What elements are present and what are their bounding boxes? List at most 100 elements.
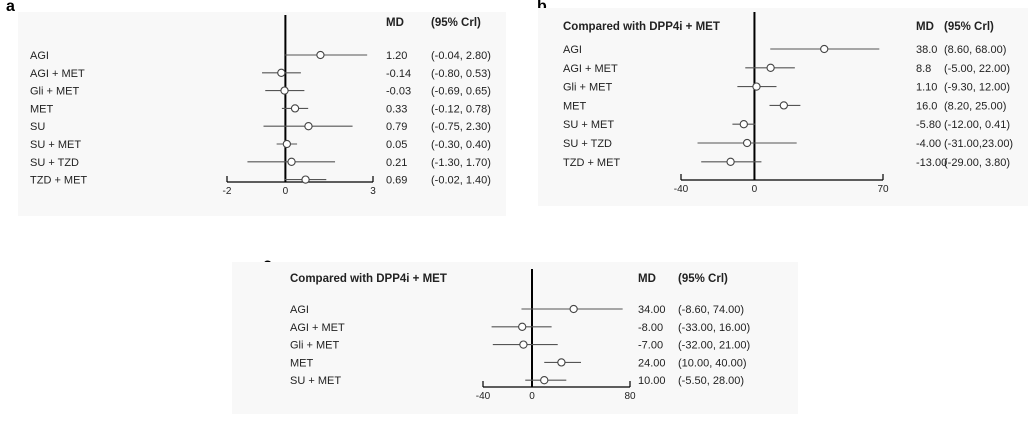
chart-a-point-2 <box>280 86 289 95</box>
chart-c-tick-label-1: 0 <box>529 391 535 402</box>
chart-b-row-label-6: TZD + MET <box>563 157 620 169</box>
chart-b-point-2 <box>752 82 761 91</box>
chart-b-point-1 <box>766 63 775 72</box>
chart-b-ci-value-0: (8.60, 68.00) <box>944 44 1006 56</box>
chart-b-md-value-4: -5.80 <box>916 119 941 131</box>
forest-plot-c: Compared with DPP4i + MET MD (95% Crl) -40 0… <box>232 262 798 414</box>
chart-b-point-6 <box>726 157 735 166</box>
chart-a-ci-value-6: (-1.30, 1.70) <box>431 157 491 169</box>
chart-c-md-value-2: -7.00 <box>638 340 663 352</box>
chart-b-row-label-2: Gli + MET <box>563 82 612 94</box>
chart-c-ci-value-0: (-8.60, 74.00) <box>678 304 744 316</box>
chart-c-row-label-4: SU + MET <box>290 375 341 387</box>
chart-b-md-value-3: 16.0 <box>916 100 937 112</box>
forest-plot-b-svg: Compared with DPP4i + MET MD (95% Crl) -40 0… <box>563 12 1013 195</box>
chart-b-md-value-1: 8.8 <box>916 63 931 75</box>
chart-b-row-label-0: AGI <box>563 44 582 56</box>
chart-a-row-label-4: SU <box>30 121 45 133</box>
chart-a-row-label-1: AGI + MET <box>30 68 85 80</box>
chart-a-md-value-7: 0.69 <box>386 175 407 187</box>
chart-a-ci-header: (95% Crl) <box>431 17 481 29</box>
panel-letter-a: a <box>6 0 15 15</box>
chart-b-md-value-5: -4.00 <box>916 138 941 150</box>
chart-a-row-label-7: TZD + MET <box>30 175 87 187</box>
chart-a-ci-value-7: (-0.02, 1.40) <box>431 175 491 187</box>
chart-a-point-1 <box>277 68 286 77</box>
chart-c-ci-value-3: (10.00, 40.00) <box>678 357 747 369</box>
chart-b-tick-label-0: -40 <box>674 184 689 195</box>
forest-plot-a-svg: MD (95% Crl) -2 0 3 AGI 1.20 (-0.04, 2.80) AGI +… <box>30 15 491 197</box>
chart-a-row-label-2: Gli + MET <box>30 86 79 98</box>
chart-a-ci-value-4: (-0.75, 2.30) <box>431 121 491 133</box>
chart-b-ci-value-2: (-9.30, 12.00) <box>944 82 1010 94</box>
chart-b-md-header: MD <box>916 21 934 33</box>
chart-b-ci-value-1: (-5.00, 22.00) <box>944 63 1010 75</box>
chart-a-tick-label-0: -2 <box>223 186 232 197</box>
chart-c-title: Compared with DPP4i + MET <box>290 273 447 285</box>
chart-c-tick-label-0: -40 <box>476 391 491 402</box>
chart-b-point-5 <box>742 138 752 148</box>
chart-c-row-label-3: MET <box>290 357 314 369</box>
chart-b-tick-label-2: 70 <box>877 184 889 195</box>
chart-a-ci-value-5: (-0.30, 0.40) <box>431 139 491 151</box>
chart-b-point-4 <box>739 120 748 129</box>
chart-c-tick-label-2: 80 <box>624 391 636 402</box>
chart-a-md-value-4: 0.79 <box>386 121 407 133</box>
chart-b-ci-value-4: (-12.00, 0.41) <box>944 119 1010 131</box>
chart-c-md-header: MD <box>638 273 656 285</box>
forest-plot-a: MD (95% Crl) -2 0 3 AGI 1.20 (-0.04, 2.80) AGI +… <box>18 12 506 216</box>
chart-a-point-5 <box>282 139 292 149</box>
chart-b-ci-value-3: (8.20, 25.00) <box>944 100 1006 112</box>
chart-b-point-3 <box>779 101 788 110</box>
chart-c-point-2 <box>519 340 528 349</box>
chart-a-md-value-3: 0.33 <box>386 103 407 115</box>
chart-a-row-label-5: SU + MET <box>30 139 81 151</box>
chart-a-md-header: MD <box>386 17 404 29</box>
chart-c-md-value-4: 10.00 <box>638 375 666 387</box>
chart-b-ci-header: (95% Crl) <box>944 21 994 33</box>
forest-plot-b: Compared with DPP4i + MET MD (95% Crl) -40 0… <box>538 8 1028 206</box>
chart-c-ci-value-1: (-33.00, 16.00) <box>678 322 750 334</box>
chart-b-tick-label-1: 0 <box>752 184 758 195</box>
chart-a-point-6 <box>287 157 296 166</box>
chart-b-md-value-6: -13.00 <box>916 157 947 169</box>
chart-c-row-label-0: AGI <box>290 304 309 316</box>
chart-a-md-value-1: -0.14 <box>386 68 411 80</box>
forest-plot-c-svg: Compared with DPP4i + MET MD (95% Crl) -40 0… <box>290 269 750 402</box>
chart-a-row-label-6: SU + TZD <box>30 157 79 169</box>
chart-c-point-0 <box>569 304 578 314</box>
chart-b-row-label-5: SU + TZD <box>563 138 612 150</box>
chart-c-ci-value-2: (-32.00, 21.00) <box>678 340 750 352</box>
chart-c-ci-header: (95% Crl) <box>678 273 728 285</box>
chart-c-row-label-1: AGI + MET <box>290 322 345 334</box>
chart-a-md-value-6: 0.21 <box>386 157 407 169</box>
chart-a-row-label-0: AGI <box>30 50 49 62</box>
chart-b-row-label-3: MET <box>563 100 587 112</box>
chart-a-ci-value-3: (-0.12, 0.78) <box>431 103 491 115</box>
chart-a-ci-value-1: (-0.80, 0.53) <box>431 68 491 80</box>
chart-a-tick-label-2: 3 <box>370 186 376 197</box>
chart-c-md-value-3: 24.00 <box>638 357 666 369</box>
chart-b-md-value-0: 38.0 <box>916 44 937 56</box>
chart-a-point-3 <box>290 104 300 113</box>
chart-c-ci-value-4: (-5.50, 28.00) <box>678 375 744 387</box>
chart-a-point-0 <box>316 50 325 60</box>
chart-a-md-value-0: 1.20 <box>386 50 407 62</box>
chart-b-ci-value-5: (-31.00,23.00) <box>944 138 1013 150</box>
chart-c-md-value-0: 34.00 <box>638 304 666 316</box>
panel-letter-b: b <box>537 0 547 16</box>
chart-c-point-1 <box>518 322 527 331</box>
chart-b-ci-value-6: (-29.00, 3.80) <box>944 157 1010 169</box>
chart-a-point-4 <box>304 122 313 131</box>
chart-a-ci-value-2: (-0.69, 0.65) <box>431 86 491 98</box>
chart-b-md-value-2: 1.10 <box>916 82 937 94</box>
chart-b-title: Compared with DPP4i + MET <box>563 21 720 33</box>
chart-a-tick-label-1: 0 <box>283 186 289 197</box>
chart-c-md-value-1: -8.00 <box>638 322 663 334</box>
chart-c-row-label-2: Gli + MET <box>290 340 339 352</box>
chart-c-point-4 <box>540 376 549 385</box>
chart-b-row-label-1: AGI + MET <box>563 63 618 75</box>
chart-a-md-value-2: -0.03 <box>386 86 411 98</box>
chart-a-row-label-3: MET <box>30 103 54 115</box>
chart-c-point-3 <box>557 358 566 367</box>
